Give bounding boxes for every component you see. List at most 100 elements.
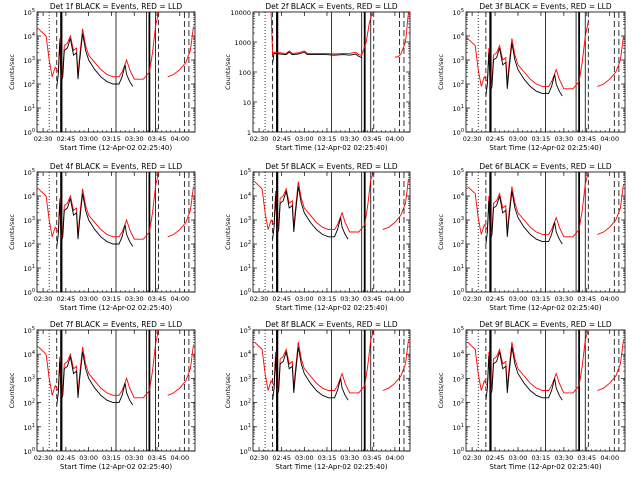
events-series-line [272, 346, 349, 401]
x-tick-label: 02:30 [34, 135, 53, 143]
x-tick-label: 03:15 [102, 135, 121, 143]
chart-panel: Det 6f BLACK = Events, RED = LLD 100 101 10… [437, 162, 626, 312]
x-tick-label: 02:30 [250, 135, 269, 143]
x-tick-label: 03:00 [509, 454, 528, 462]
x-tick-label: 04:00 [600, 295, 619, 303]
lld-series-line [270, 11, 373, 56]
x-tick-label: 04:00 [170, 135, 189, 143]
x-tick-label: 03:00 [295, 295, 314, 303]
x-tick-label: 03:00 [79, 295, 98, 303]
x-axis-label: Start Time (12-Apr-02 02:25:40) [275, 463, 387, 471]
y-tick-label: 103 [453, 216, 464, 225]
y-tick-label: 102 [453, 240, 464, 249]
lld-series-line [597, 183, 624, 235]
x-tick-label: 02:45 [486, 135, 505, 143]
y-tick-label: 105 [453, 8, 464, 17]
x-tick-label: 02:45 [486, 295, 505, 303]
x-axis-label: Start Time (12-Apr-02 02:25:40) [60, 144, 172, 152]
events-series-line [485, 43, 563, 97]
y-tick-label: 104 [453, 192, 464, 201]
y-tick-label: 10000 [230, 9, 251, 17]
x-tick-label: 03:30 [340, 454, 359, 462]
x-tick-label: 03:30 [340, 295, 359, 303]
x-tick-label: 03:45 [363, 295, 382, 303]
lld-series-line [167, 186, 194, 238]
x-tick-label: 03:00 [509, 135, 528, 143]
x-axis-label: Start Time (12-Apr-02 02:25:40) [489, 463, 601, 471]
y-axis-label: Counts/sec [8, 214, 16, 250]
y-tick-label: 105 [453, 326, 464, 335]
x-tick-label: 04:00 [170, 454, 189, 462]
x-axis-label: Start Time (12-Apr-02 02:25:40) [275, 144, 387, 152]
y-tick-label: 100 [453, 447, 464, 456]
x-tick-label: 04:00 [600, 135, 619, 143]
lld-series-line [167, 344, 194, 396]
y-tick-label: 104 [453, 350, 464, 359]
x-tick-label: 02:45 [272, 454, 291, 462]
y-axis-label: Counts/sec [437, 372, 445, 408]
y-tick-label: 102 [24, 240, 35, 249]
y-tick-label: 100 [240, 447, 251, 456]
y-tick-label: 101 [240, 264, 251, 273]
y-tick-label: 104 [453, 32, 464, 41]
chart-title: Det 4f BLACK = Events, RED = LLD [50, 162, 183, 171]
x-tick-label: 03:30 [125, 295, 144, 303]
x-tick-label: 03:30 [554, 295, 573, 303]
y-tick-label: 105 [240, 168, 251, 177]
x-tick-label: 03:00 [79, 135, 98, 143]
chart-panel: Det 3f BLACK = Events, RED = LLD 100 101 10… [437, 2, 626, 152]
x-tick-label: 02:45 [56, 454, 75, 462]
y-tick-label: 100 [24, 447, 35, 456]
y-tick-label: 105 [240, 326, 251, 335]
x-tick-label: 03:15 [102, 454, 121, 462]
y-tick-label: 104 [240, 350, 251, 359]
x-axis-label: Start Time (12-Apr-02 02:25:40) [275, 304, 387, 312]
x-axis-label: Start Time (12-Apr-02 02:25:40) [489, 144, 601, 152]
x-tick-label: 03:30 [554, 454, 573, 462]
x-tick-label: 03:00 [509, 295, 528, 303]
y-axis-label: Counts/sec [437, 214, 445, 250]
chart-title: Det 1f BLACK = Events, RED = LLD [50, 2, 183, 11]
x-tick-label: 03:45 [577, 295, 596, 303]
events-series-line [56, 33, 134, 87]
y-axis-label: Counts/sec [224, 54, 232, 90]
x-tick-label: 03:30 [554, 135, 573, 143]
x-tick-label: 03:00 [295, 135, 314, 143]
y-tick-label: 103 [240, 374, 251, 383]
lld-series-line [597, 339, 624, 391]
y-tick-label: 105 [24, 326, 35, 335]
events-series-line [485, 346, 563, 401]
chart-title: Det 2f BLACK = Events, RED = LLD [265, 2, 398, 11]
x-tick-label: 04:00 [600, 454, 619, 462]
x-tick-label: 04:00 [170, 295, 189, 303]
x-tick-label: 03:00 [79, 454, 98, 462]
y-tick-label: 103 [453, 374, 464, 383]
events-series-line [485, 191, 563, 245]
chart-title: Det 8f BLACK = Events, RED = LLD [265, 320, 398, 329]
x-tick-label: 02:45 [272, 295, 291, 303]
y-tick-label: 101 [24, 264, 35, 273]
y-tick-label: 103 [24, 216, 35, 225]
chart-title: Det 9f BLACK = Events, RED = LLD [479, 320, 612, 329]
x-tick-label: 03:45 [148, 295, 167, 303]
x-tick-label: 03:15 [102, 295, 121, 303]
x-tick-label: 03:00 [295, 454, 314, 462]
y-tick-label: 100 [239, 69, 251, 77]
x-tick-label: 03:30 [125, 454, 144, 462]
y-tick-label: 100 [24, 288, 35, 297]
y-tick-label: 104 [240, 192, 251, 201]
x-tick-label: 02:30 [250, 295, 269, 303]
x-tick-label: 03:15 [318, 454, 337, 462]
x-tick-label: 03:45 [577, 135, 596, 143]
chart-title: Det 5f BLACK = Events, RED = LLD [265, 162, 398, 171]
events-series-line [272, 51, 362, 64]
x-tick-label: 02:45 [56, 295, 75, 303]
events-series-line [56, 193, 134, 247]
x-tick-label: 03:45 [148, 454, 167, 462]
lld-series-line [394, 11, 409, 58]
x-tick-label: 02:45 [486, 454, 505, 462]
y-tick-label: 102 [240, 399, 251, 408]
x-tick-label: 02:30 [250, 454, 269, 462]
x-tick-label: 04:00 [386, 454, 405, 462]
x-tick-label: 04:00 [386, 295, 405, 303]
